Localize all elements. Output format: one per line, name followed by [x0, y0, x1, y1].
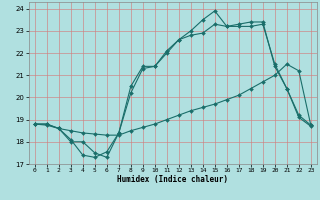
X-axis label: Humidex (Indice chaleur): Humidex (Indice chaleur) [117, 175, 228, 184]
